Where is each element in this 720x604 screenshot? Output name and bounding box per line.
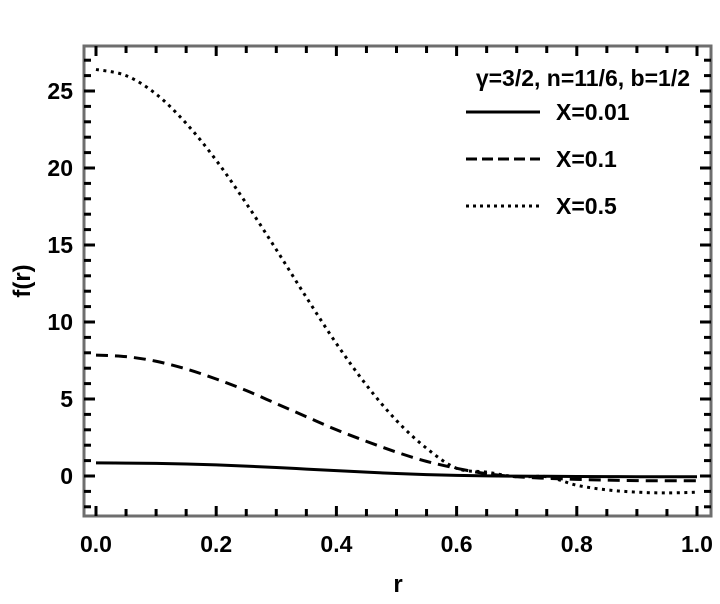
y-tick-label: 0 [60, 463, 73, 489]
x-tick-label: 0.6 [441, 531, 473, 557]
x-tick-label: 0.4 [320, 531, 352, 557]
legend: γ=3/2, n=11/6, b=1/2 X=0.01 X=0.1 X=0.5 [466, 65, 690, 219]
series-layer [95, 67, 698, 495]
x-tick-label: 0.0 [80, 531, 112, 557]
x-tick-label: 0.8 [561, 531, 593, 557]
y-tick-label: 25 [47, 78, 73, 104]
legend-label-2: X=0.1 [556, 146, 617, 172]
y-tick-label: 20 [47, 155, 73, 181]
x-tick-label: 1.0 [681, 531, 713, 557]
legend-label-1: X=0.01 [556, 99, 630, 125]
legend-title: γ=3/2, n=11/6, b=1/2 [476, 65, 690, 91]
series-line-3 [95, 67, 698, 495]
y-tick-label: 5 [60, 386, 73, 412]
y-tick-label: 10 [47, 309, 73, 335]
y-axis-label: f(r) [9, 264, 36, 297]
x-tick-labels: 0.0 0.2 0.4 0.6 0.8 1.0 [80, 531, 713, 557]
y-tick-label: 15 [47, 232, 73, 258]
x-tick-label: 0.2 [200, 531, 232, 557]
series-line-2 [95, 353, 698, 483]
x-axis-label: r [393, 571, 402, 598]
y-tick-labels: 0 5 10 15 20 25 [47, 78, 73, 489]
legend-label-3: X=0.5 [556, 193, 617, 219]
axis-ticks [84, 46, 711, 516]
legend-items: X=0.01 X=0.1 X=0.5 [466, 99, 630, 219]
series-line-1 [95, 461, 697, 479]
